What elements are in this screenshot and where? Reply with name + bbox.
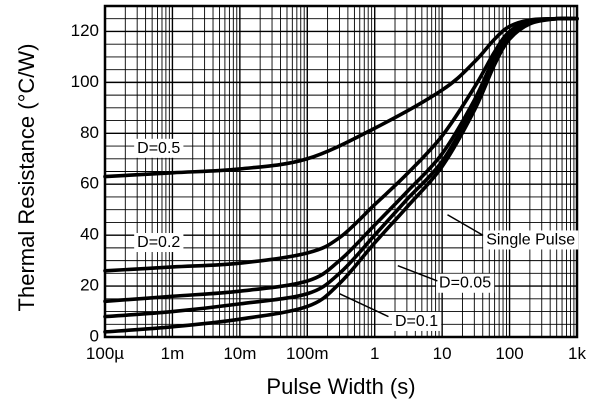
y-tick-labels: 0 20 40 60 80 100 120 — [71, 21, 99, 346]
annotation-label: D=0.1 — [395, 313, 438, 330]
series-line-single-pulse — [103, 16, 579, 334]
annotation-leader — [397, 265, 438, 282]
annotation-background — [392, 311, 442, 331]
x-tick-label: 10 — [433, 344, 452, 363]
annotation-background — [483, 230, 579, 250]
x-tick-label: 100µ — [86, 344, 124, 363]
y-tick-label: 60 — [80, 174, 99, 193]
x-tick-label: 10m — [223, 344, 256, 363]
x-axis-label: Pulse Width (s) — [266, 374, 415, 399]
x-tick-label: 100m — [286, 344, 329, 363]
annotation-leader — [447, 214, 484, 236]
y-tick-label: 0 — [90, 326, 99, 345]
annotation-background — [134, 138, 184, 158]
x-tick-label: 1m — [161, 344, 185, 363]
y-tick-label: 40 — [80, 225, 99, 244]
annotation-label: D=0.05 — [439, 275, 491, 292]
annotation-label: Single Pulse — [486, 231, 575, 248]
y-tick-label: 20 — [80, 276, 99, 295]
series-layer — [103, 16, 579, 334]
annotation-background — [436, 273, 495, 293]
annotation-leader — [339, 293, 389, 318]
plot-frame — [103, 4, 579, 339]
y-axis-label: Thermal Resistance (°C/W) — [14, 44, 39, 312]
annotation-label: D=0.2 — [137, 234, 180, 251]
annotation-label: D=0.5 — [137, 140, 180, 157]
x-tick-label: 1 — [370, 344, 379, 363]
x-tick-label: 100 — [495, 344, 523, 363]
annotation-background — [134, 233, 184, 253]
x-tick-labels: 100µ 1m 10m 100m 1 10 100 1k — [86, 344, 587, 363]
y-tick-label: 80 — [80, 123, 99, 142]
y-tick-label: 100 — [71, 72, 99, 91]
x-tick-label: 1k — [568, 344, 586, 363]
y-tick-label: 120 — [71, 21, 99, 40]
annotations: D=0.5 D=0.2 Single Pulse D=0.05 D=0.1 — [134, 138, 579, 331]
